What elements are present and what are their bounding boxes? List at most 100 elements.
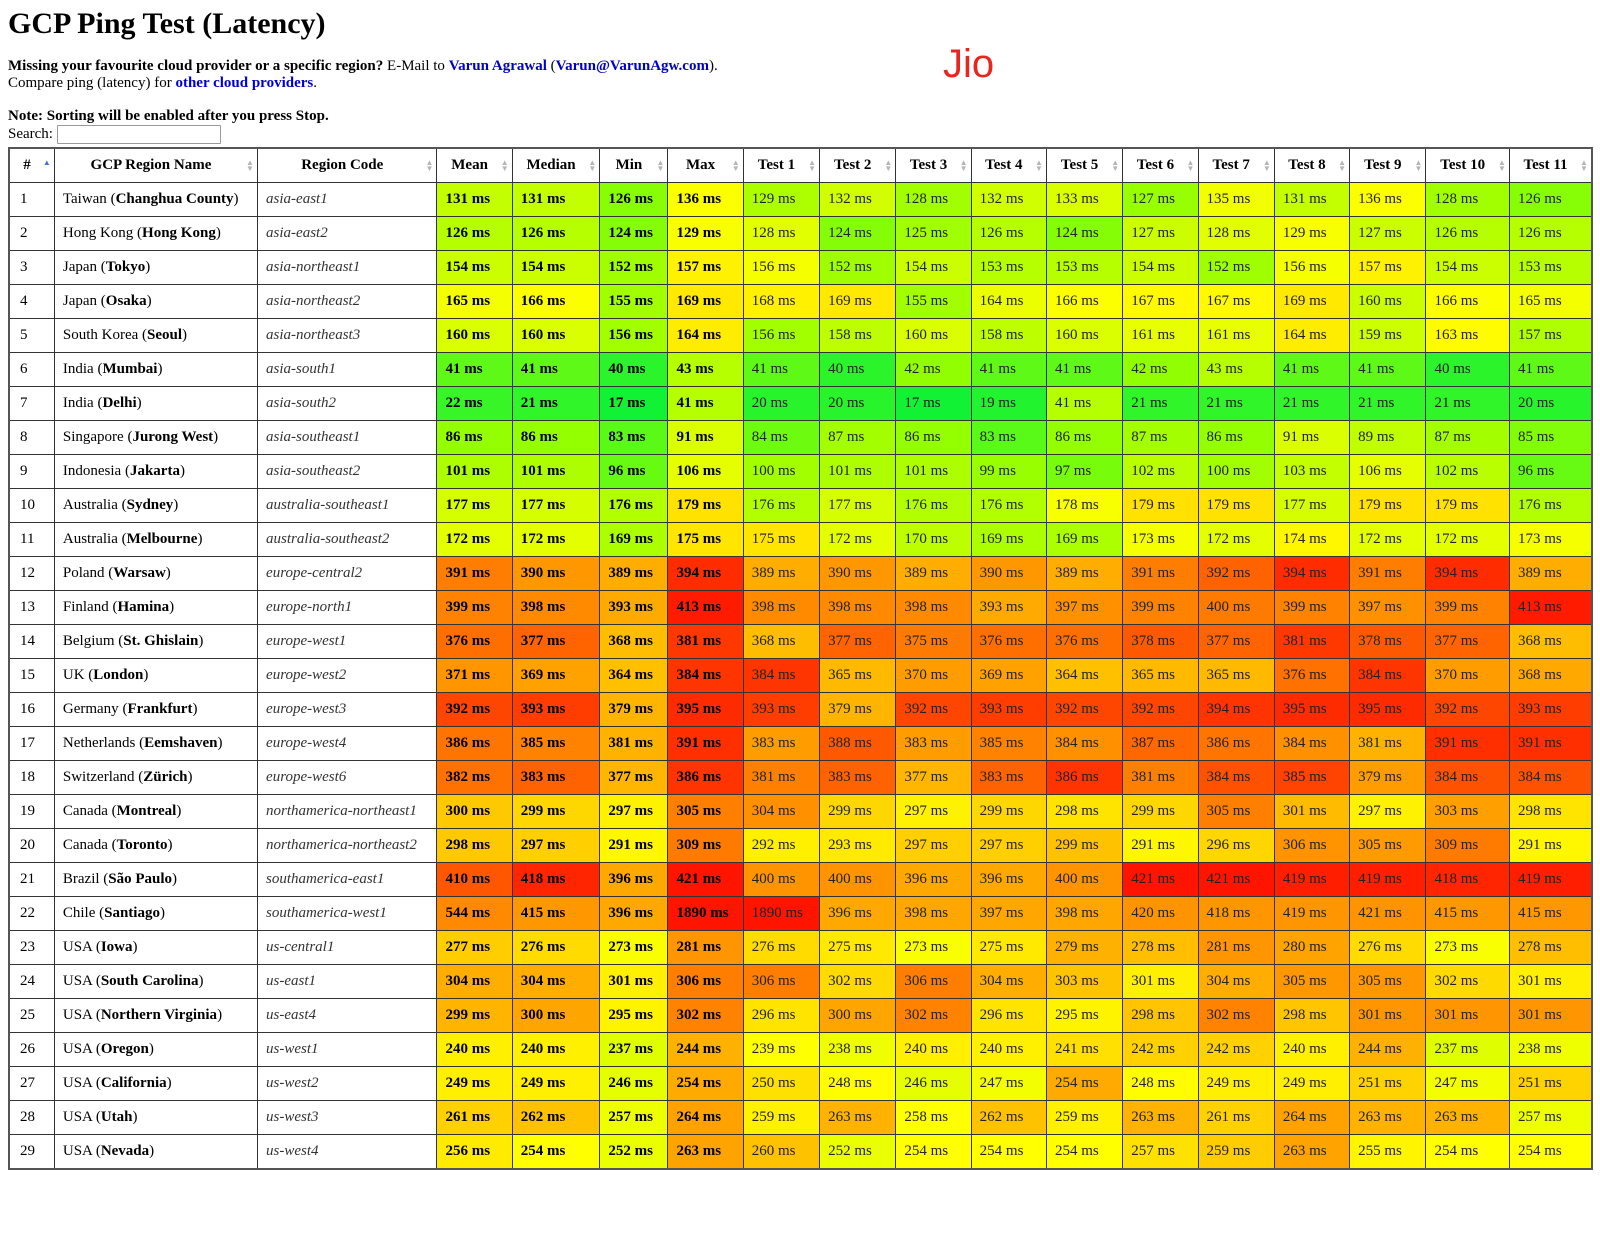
test-10-cell: 392 ms bbox=[1425, 692, 1510, 727]
region-code: southamerica-east1 bbox=[257, 862, 438, 897]
column-header-test-10[interactable]: Test 10 ▲ ▼ bbox=[1425, 147, 1510, 183]
column-header-test-7[interactable]: Test 7 ▲ ▼ bbox=[1197, 147, 1275, 183]
column-header-[interactable]: # ▲▼ bbox=[8, 147, 55, 183]
test-8-cell: 103 ms bbox=[1273, 454, 1351, 489]
region-country: Singapore bbox=[62, 429, 124, 445]
test-9-cell: 419 ms bbox=[1349, 862, 1427, 897]
max-cell: 394 ms bbox=[667, 556, 744, 591]
region-name-cell: India (Mumbai) bbox=[53, 352, 259, 387]
test-3-cell: 375 ms bbox=[895, 624, 972, 659]
region-city: Seoul bbox=[147, 327, 183, 343]
column-header-mean[interactable]: Mean ▲ ▼ bbox=[436, 147, 513, 183]
column-header-test-2[interactable]: Test 2 ▲ ▼ bbox=[819, 147, 897, 183]
sort-arrows-icon: ▲▼ bbox=[1414, 158, 1423, 173]
median-cell: 304 ms bbox=[511, 964, 601, 999]
row-number: 29 bbox=[8, 1134, 55, 1170]
row-number: 28 bbox=[8, 1100, 55, 1135]
latency-table: #▲▼GCP Region Name▲▼Region Code▲▼Mean▲▼M… bbox=[8, 147, 1593, 1170]
min-cell: 156 ms bbox=[599, 318, 669, 353]
region-code: us-central1 bbox=[257, 930, 438, 965]
region-name-cell: USA (Nevada) bbox=[53, 1134, 259, 1170]
region-country: Indonesia bbox=[62, 463, 122, 479]
test-6-cell: 42 ms bbox=[1122, 352, 1199, 387]
author-link[interactable]: Varun Agrawal bbox=[448, 58, 547, 74]
column-header-label: Test 2 bbox=[834, 157, 872, 173]
region-code: northamerica-northeast2 bbox=[257, 828, 438, 863]
test-4-cell: 158 ms bbox=[970, 318, 1047, 353]
row-number: 24 bbox=[8, 964, 55, 999]
column-header-min[interactable]: Min ▲ ▼ bbox=[599, 147, 669, 183]
test-11-cell: 301 ms bbox=[1508, 998, 1593, 1033]
median-cell: 166 ms bbox=[511, 284, 601, 319]
test-11-cell: 41 ms bbox=[1508, 352, 1593, 387]
contact-line: Missing your favourite cloud provider or… bbox=[8, 58, 1600, 75]
region-city: Utah bbox=[100, 1109, 133, 1125]
region-code: europe-west3 bbox=[257, 692, 438, 727]
test-6-cell: 291 ms bbox=[1122, 828, 1199, 863]
column-header-median[interactable]: Median ▲ ▼ bbox=[511, 147, 601, 183]
max-cell: 386 ms bbox=[667, 760, 744, 795]
column-header-test-11[interactable]: Test 11 ▲ ▼ bbox=[1508, 147, 1593, 183]
max-cell: 136 ms bbox=[667, 182, 744, 217]
min-cell: 381 ms bbox=[599, 726, 669, 761]
region-name-cell: Taiwan (Changhua County) bbox=[53, 182, 259, 217]
test-4-cell: 254 ms bbox=[970, 1134, 1047, 1170]
table-row: 13 Finland (Hamina) europe-north1 399 ms 398… bbox=[8, 590, 1593, 625]
sort-arrows-icon: ▲▼ bbox=[1186, 158, 1195, 173]
test-10-cell: 254 ms bbox=[1425, 1134, 1510, 1170]
test-10-cell: 303 ms bbox=[1425, 794, 1510, 829]
column-header-max[interactable]: Max ▲ ▼ bbox=[667, 147, 744, 183]
column-header-test-4[interactable]: Test 4 ▲ ▼ bbox=[970, 147, 1047, 183]
mean-cell: 304 ms bbox=[436, 964, 513, 999]
column-header-test-1[interactable]: Test 1 ▲ ▼ bbox=[742, 147, 821, 183]
test-8-cell: 249 ms bbox=[1273, 1066, 1351, 1101]
region-country: USA bbox=[62, 1143, 93, 1159]
mean-cell: 300 ms bbox=[436, 794, 513, 829]
test-1-cell: 100 ms bbox=[742, 454, 821, 489]
column-header-test-5[interactable]: Test 5 ▲ ▼ bbox=[1045, 147, 1124, 183]
region-city: Zürich bbox=[143, 769, 188, 785]
region-name-cell: Japan (Osaka) bbox=[53, 284, 259, 319]
test-11-cell: 419 ms bbox=[1508, 862, 1593, 897]
test-6-cell: 167 ms bbox=[1122, 284, 1199, 319]
region-country: USA bbox=[62, 1109, 93, 1125]
close-paren: ). bbox=[708, 58, 718, 74]
region-city: São Paulo bbox=[108, 871, 173, 887]
region-code: europe-north1 bbox=[257, 590, 438, 625]
mean-cell: 371 ms bbox=[436, 658, 513, 693]
other-providers-link[interactable]: other cloud providers bbox=[175, 75, 314, 91]
test-7-cell: 386 ms bbox=[1197, 726, 1275, 761]
test-3-cell: 170 ms bbox=[895, 522, 972, 557]
test-8-cell: 263 ms bbox=[1273, 1134, 1351, 1170]
column-header-test-9[interactable]: Test 9 ▲ ▼ bbox=[1349, 147, 1427, 183]
test-5-cell: 298 ms bbox=[1045, 794, 1124, 829]
column-header-gcp-region-name[interactable]: GCP Region Name ▲ ▼ bbox=[53, 147, 259, 183]
column-header-test-6[interactable]: Test 6 ▲ ▼ bbox=[1122, 147, 1199, 183]
test-5-cell: 397 ms bbox=[1045, 590, 1124, 625]
test-11-cell: 238 ms bbox=[1508, 1032, 1593, 1067]
region-city: Iowa bbox=[100, 939, 133, 955]
column-header-region-code[interactable]: Region Code ▲ ▼ bbox=[257, 147, 438, 183]
region-code: southamerica-west1 bbox=[257, 896, 438, 931]
test-3-cell: 101 ms bbox=[895, 454, 972, 489]
region-country: Netherlands bbox=[62, 735, 136, 751]
test-9-cell: 157 ms bbox=[1349, 250, 1427, 285]
column-header-test-3[interactable]: Test 3 ▲ ▼ bbox=[895, 147, 972, 183]
row-number: 21 bbox=[8, 862, 55, 897]
column-header-test-8[interactable]: Test 8 ▲ ▼ bbox=[1273, 147, 1351, 183]
table-row: 16 Germany (Frankfurt) europe-west3 392 ms 3… bbox=[8, 692, 1593, 727]
test-6-cell: 392 ms bbox=[1122, 692, 1199, 727]
test-8-cell: 419 ms bbox=[1273, 896, 1351, 931]
region-code: europe-west4 bbox=[257, 726, 438, 761]
email-link[interactable]: Varun@VarunAgw.com bbox=[555, 58, 709, 74]
test-11-cell: 393 ms bbox=[1508, 692, 1593, 727]
test-2-cell: 87 ms bbox=[819, 420, 897, 455]
mean-cell: 240 ms bbox=[436, 1032, 513, 1067]
mean-cell: 41 ms bbox=[436, 352, 513, 387]
row-number: 10 bbox=[8, 488, 55, 523]
search-input[interactable] bbox=[56, 125, 221, 144]
test-4-cell: 385 ms bbox=[970, 726, 1047, 761]
test-4-cell: 132 ms bbox=[970, 182, 1047, 217]
max-cell: 157 ms bbox=[667, 250, 744, 285]
test-9-cell: 384 ms bbox=[1349, 658, 1427, 693]
